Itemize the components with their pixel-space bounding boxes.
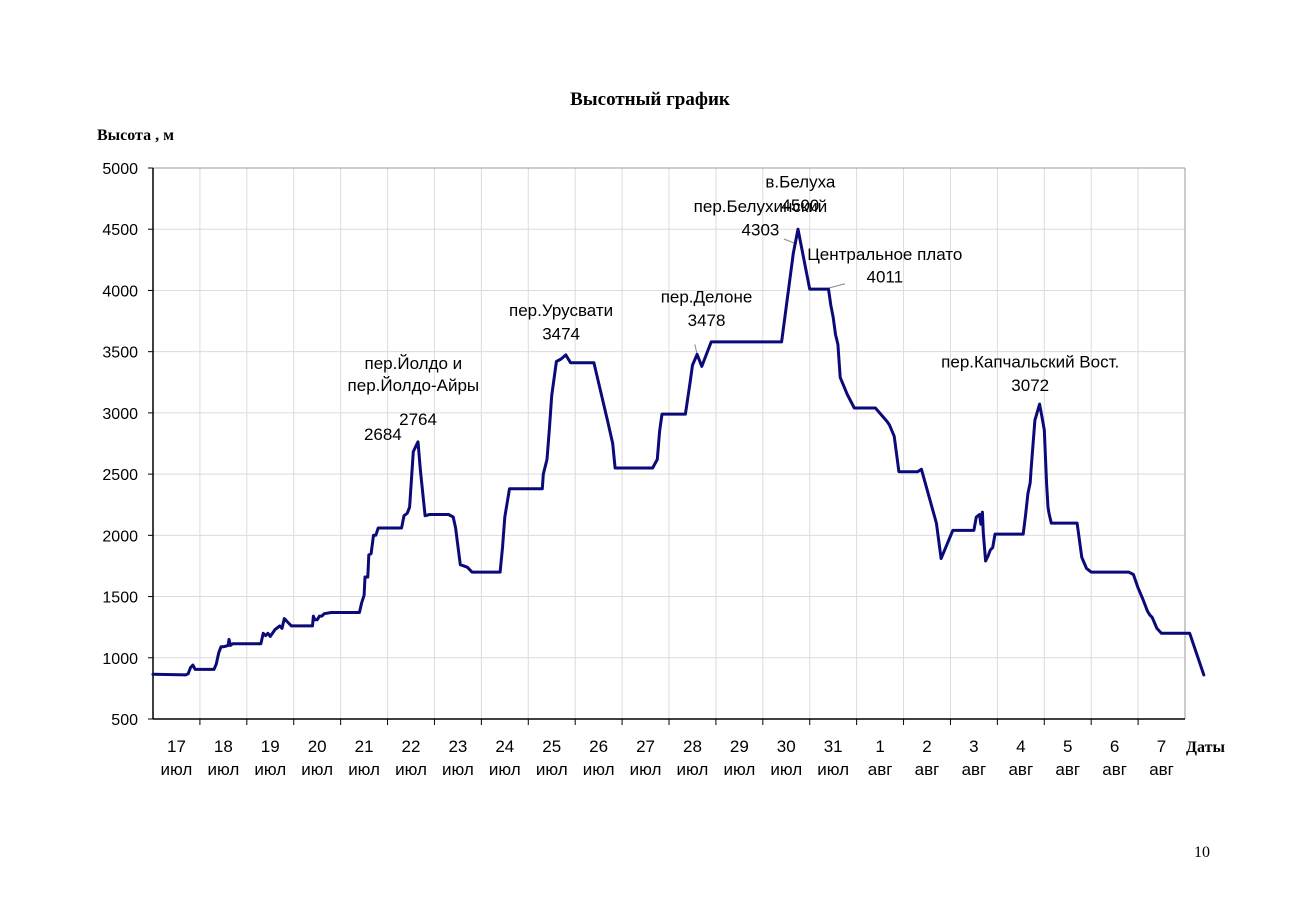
annotation-label: 3072 (1011, 376, 1049, 395)
x-tick-label-month: июл (630, 760, 662, 779)
annotation-label: 2764 (399, 410, 437, 429)
x-tick-label-day: 30 (777, 737, 796, 756)
x-tick-label-day: 23 (448, 737, 467, 756)
x-tick-label-day: 18 (214, 737, 233, 756)
annotation-label: пер.Урусвати (509, 301, 613, 320)
x-tick-label-month: авг (1008, 760, 1033, 779)
annotation-label: пер.Йолдо-Айры (348, 376, 480, 395)
x-tick-label-day: 3 (969, 737, 978, 756)
x-tick-label-day: 29 (730, 737, 749, 756)
y-tick-label: 5000 (102, 161, 138, 178)
annotation-label: в.Белуха (765, 173, 836, 192)
x-tick-label-day: 7 (1157, 737, 1166, 756)
y-tick-label: 3000 (102, 406, 138, 423)
page-number: 10 (1194, 844, 1210, 861)
y-tick-label: 4000 (102, 283, 138, 300)
y-tick-label: 4500 (102, 222, 138, 239)
x-tick-label-month: июл (395, 760, 427, 779)
x-tick-label-day: 22 (402, 737, 421, 756)
x-tick-label-day: 6 (1110, 737, 1119, 756)
annotation-label: пер.Делоне (661, 288, 753, 307)
x-tick-label-month: авг (962, 760, 987, 779)
grid (153, 168, 1185, 719)
x-tick-label-month: июл (583, 760, 615, 779)
annotation-label: 3478 (688, 311, 726, 330)
series-lines (151, 227, 1206, 677)
x-tick-label-day: 27 (636, 737, 655, 756)
x-tick-label-day: 2 (922, 737, 931, 756)
x-tick-label-month: июл (301, 760, 333, 779)
annotation-label: 4011 (867, 267, 904, 286)
x-tick-label-day: 4 (1016, 737, 1025, 756)
x-tick-label-month: авг (1102, 760, 1127, 779)
annotation-label: пер.Капчальский Вост. (941, 353, 1119, 372)
x-tick-label-month: авг (1055, 760, 1080, 779)
y-ticks: 500 1000 1500 2000 2500 3000 3500 4000 4500 5000 (102, 161, 153, 729)
chart-title: Высотный график (570, 89, 730, 110)
x-tick-label-day: 19 (261, 737, 280, 756)
annotation-label: пер.Йолдо и (365, 354, 463, 373)
y-tick-label: 500 (111, 712, 138, 729)
x-tick-label-month: июл (817, 760, 849, 779)
annotation-label: 4500 (781, 196, 819, 215)
y-tick-label: 2000 (102, 528, 138, 545)
altitude-series-line (151, 227, 1206, 677)
x-tick-label-month: июл (207, 760, 239, 779)
y-axis-label: Высота , м (97, 127, 175, 144)
x-tick-label-day: 17 (167, 737, 186, 756)
x-tick-label-month: июл (348, 760, 380, 779)
x-tick-label-day: 1 (875, 737, 884, 756)
x-tick-label-month: июл (161, 760, 193, 779)
x-tick-label-month: авг (868, 760, 893, 779)
x-tick-label-month: июл (442, 760, 474, 779)
x-tick-label-month: авг (1149, 760, 1174, 779)
x-tick-label-month: июл (723, 760, 755, 779)
x-tick-label-day: 26 (589, 737, 608, 756)
x-tick-label-day: 20 (308, 737, 327, 756)
x-axis-label: Даты (1186, 739, 1225, 756)
x-ticks: 17июл18июл19июл20июл21июл22июл23июл24июл… (161, 719, 1174, 779)
x-tick-label-month: июл (254, 760, 286, 779)
annotation-label: Центральное плато (807, 245, 962, 264)
y-tick-label: 2500 (102, 467, 138, 484)
annotation-label: 4303 (742, 220, 780, 239)
y-tick-label: 1500 (102, 590, 138, 607)
x-tick-label-day: 21 (355, 737, 374, 756)
x-tick-label-month: июл (677, 760, 709, 779)
annotation-label: 2684 (364, 425, 402, 444)
x-tick-label-day: 24 (495, 737, 514, 756)
x-tick-label-day: 25 (542, 737, 561, 756)
x-tick-label-day: 5 (1063, 737, 1072, 756)
annotation-leader-line (694, 344, 698, 355)
annotation-label: пер.Белухинский (694, 197, 828, 216)
annotation-label: 3474 (542, 324, 580, 343)
x-tick-label-month: июл (770, 760, 802, 779)
y-tick-label: 3500 (102, 345, 138, 362)
y-tick-label: 1000 (102, 651, 138, 668)
x-tick-label-month: авг (915, 760, 940, 779)
x-tick-label-day: 28 (683, 737, 702, 756)
x-tick-label-day: 31 (824, 737, 843, 756)
x-tick-label-month: июл (489, 760, 521, 779)
x-tick-label-month: июл (536, 760, 568, 779)
